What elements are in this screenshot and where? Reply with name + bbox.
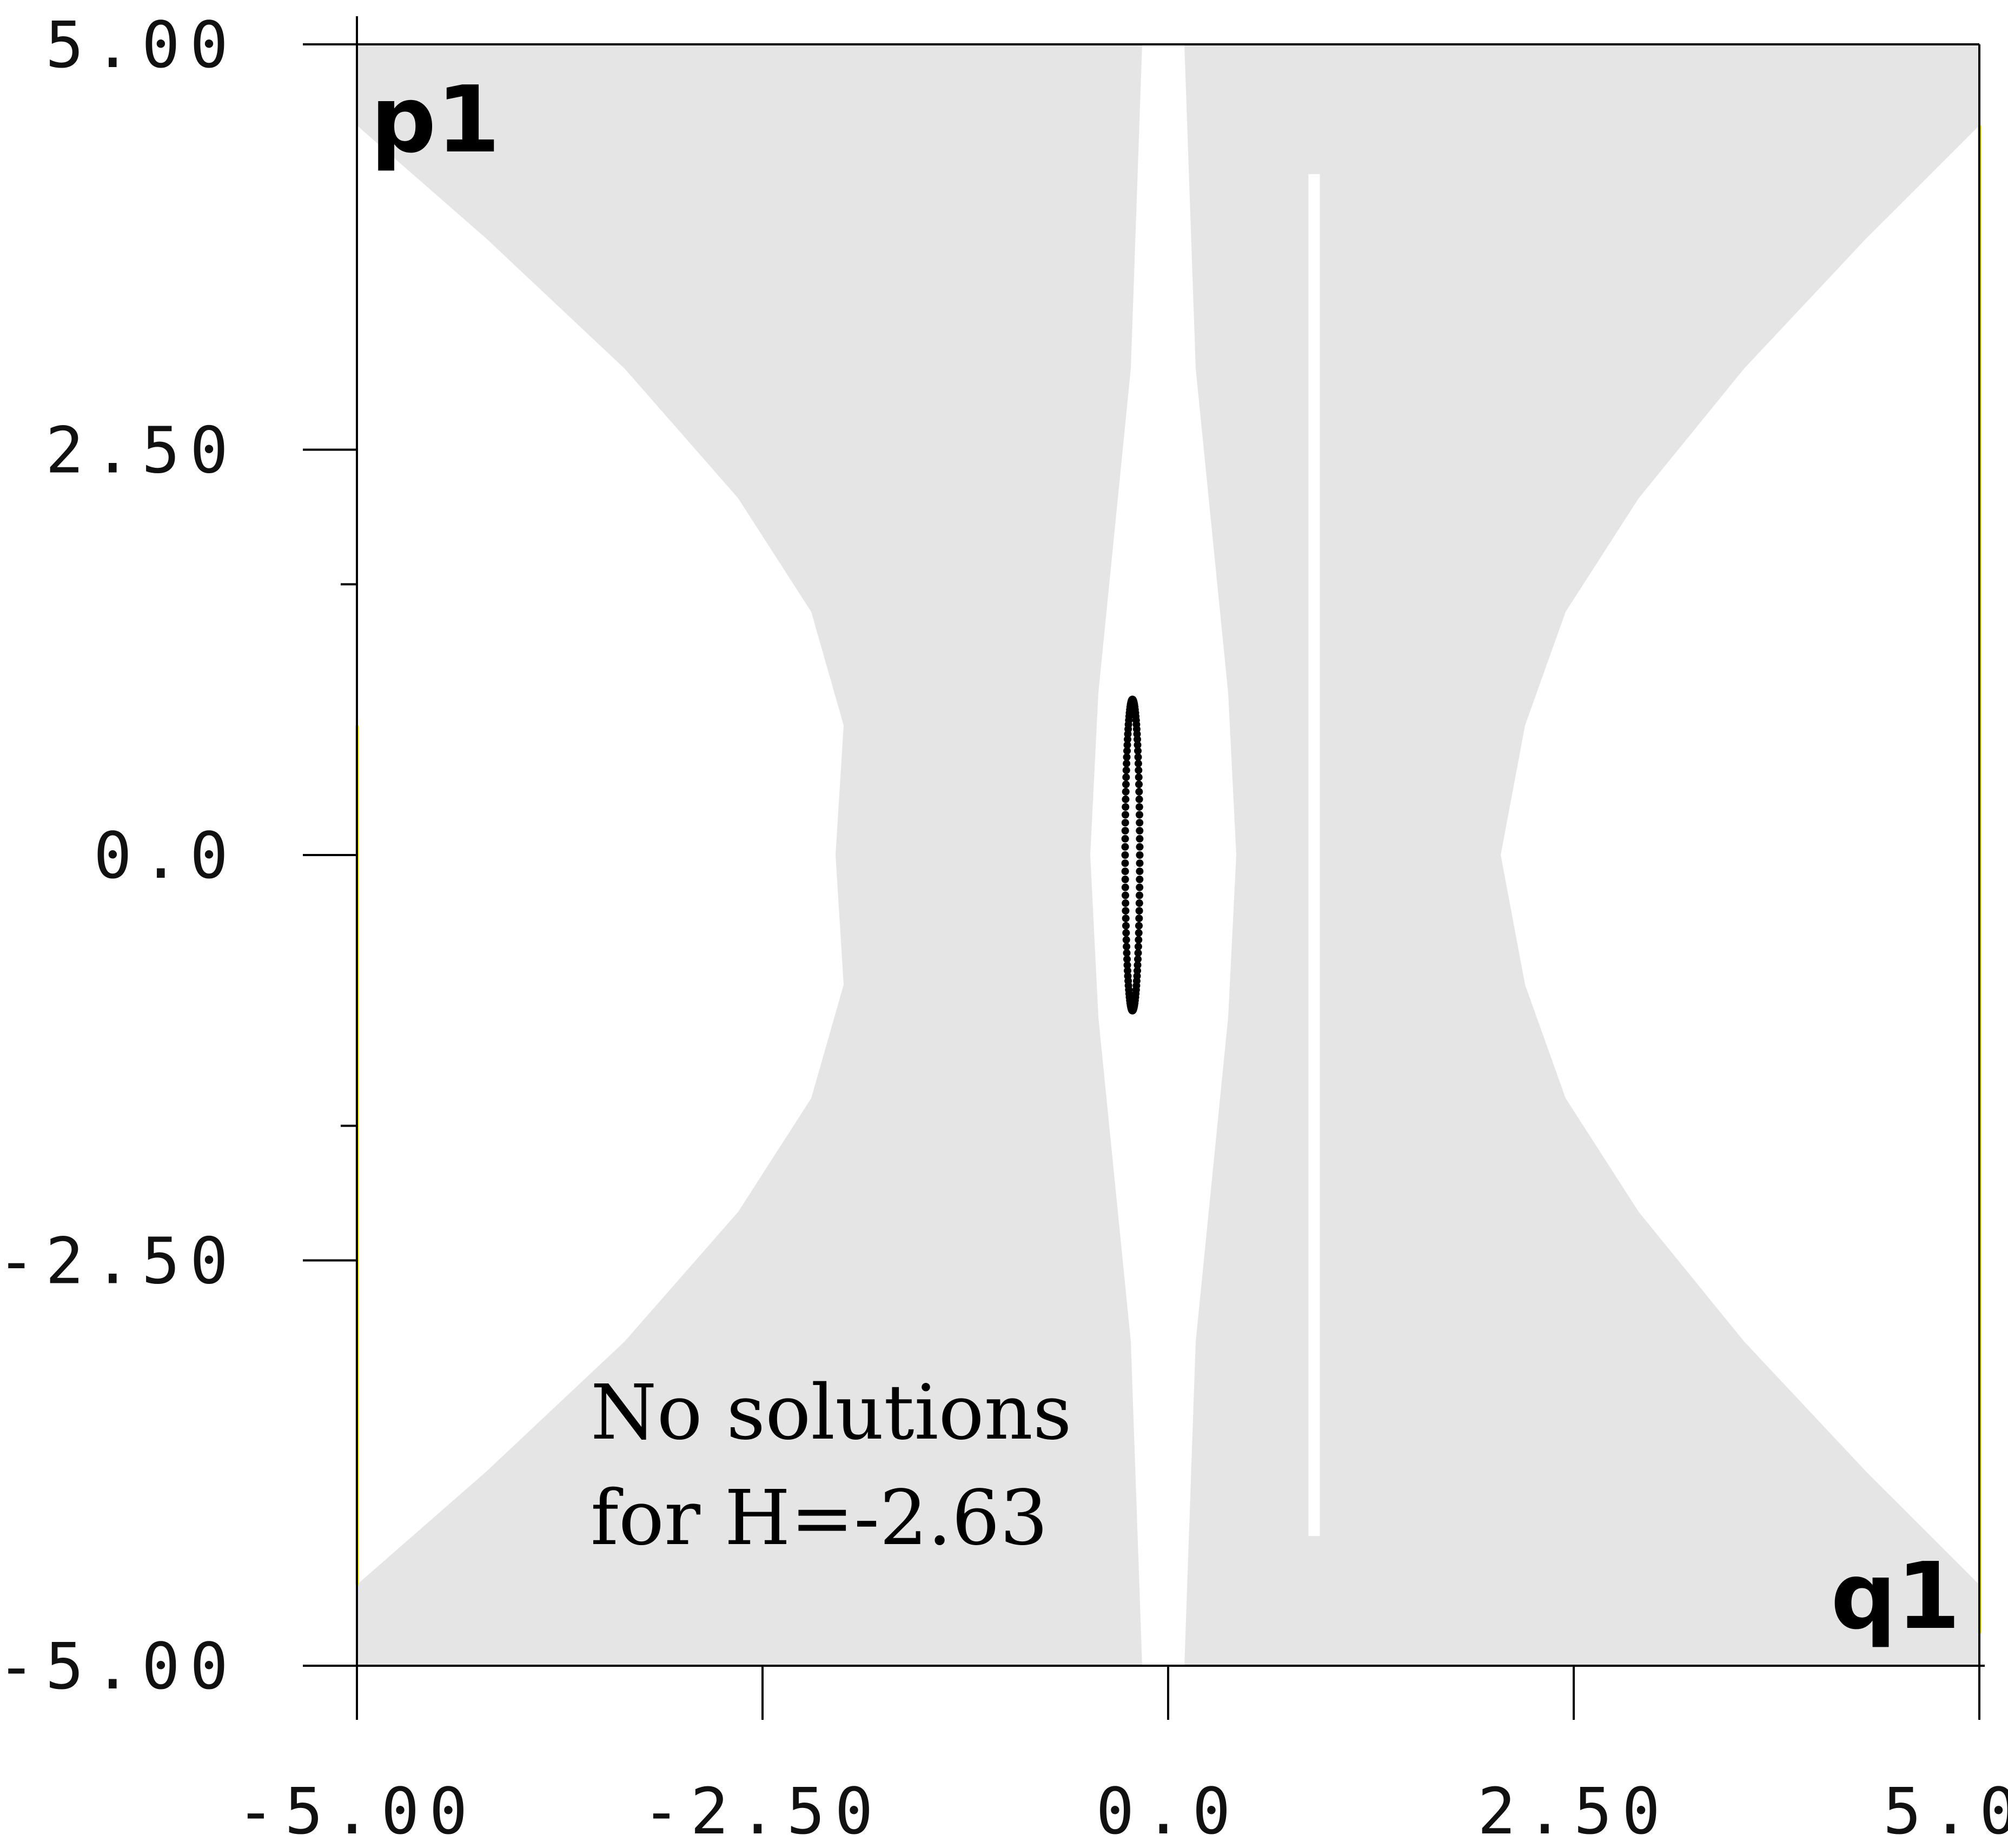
- central-allowed-region: [1090, 44, 1236, 1666]
- orbit-point: [1134, 759, 1142, 767]
- orbit-point: [1123, 747, 1131, 755]
- x-axis-ticks: -5.00 -2.50 0.0 2.50 5.00: [236, 1666, 2008, 1848]
- left-allowed-region: [357, 125, 844, 1585]
- axes: [303, 16, 1985, 1720]
- orbit-point: [1135, 929, 1143, 937]
- orbit-point: [1123, 949, 1131, 957]
- orbit-point: [1122, 766, 1130, 774]
- y-axis-ticks: 5.00 2.50 0.0 -2.50 -5.00: [0, 8, 357, 1704]
- x-tick-label: 5.00: [1883, 1774, 2008, 1848]
- orbit-point: [1121, 859, 1129, 867]
- x-tick-label: -5.00: [236, 1774, 477, 1848]
- orbit-point: [1135, 773, 1143, 781]
- orbit-point: [1136, 851, 1144, 859]
- orbit-point: [1121, 876, 1129, 883]
- y-tick-label: 2.50: [45, 413, 238, 488]
- orbit-point: [1134, 943, 1142, 951]
- orbit-point: [1122, 773, 1130, 781]
- x-tick-label: -2.50: [642, 1774, 883, 1848]
- y-tick-label: 5.00: [45, 8, 238, 82]
- right-allowed-region: [1501, 125, 1979, 1585]
- orbit-point: [1122, 907, 1130, 915]
- orbit-point: [1136, 827, 1144, 834]
- orbit-point: [1121, 834, 1129, 843]
- orbit-point: [1136, 859, 1144, 867]
- orbit-point: [1134, 966, 1141, 975]
- orbit-point: [1123, 753, 1131, 761]
- orbit-point: [1121, 827, 1129, 834]
- plot-area: [355, 44, 1981, 1666]
- orbit-point: [1134, 949, 1142, 957]
- orbit-point: [1122, 929, 1130, 937]
- orbit-point: [1123, 955, 1131, 963]
- orbit-point: [1134, 955, 1142, 963]
- orbit-point: [1121, 843, 1129, 851]
- orbit-point: [1135, 795, 1143, 803]
- orbit-point: [1122, 891, 1129, 899]
- orbit-point: [1136, 883, 1144, 891]
- orbit-point: [1122, 915, 1130, 923]
- orbit-point: [1123, 759, 1131, 767]
- orbit-point: [1136, 819, 1144, 827]
- orbit-point: [1135, 766, 1143, 774]
- orbit-point: [1123, 943, 1131, 951]
- orbit-series: [1121, 696, 1144, 1015]
- orbit-point: [1136, 867, 1144, 876]
- y-tick-label: -5.00: [0, 1629, 238, 1704]
- orbit-point: [1123, 961, 1131, 969]
- annotation-line-2: for H=-2.63: [591, 1474, 1048, 1562]
- orbit-point: [1136, 876, 1144, 883]
- orbit-point: [1136, 811, 1143, 819]
- orbit-point: [1134, 753, 1142, 761]
- annotation-line-1: No solutions: [591, 1369, 1072, 1457]
- orbit-point: [1121, 851, 1129, 859]
- orbit-point: [1135, 803, 1143, 811]
- orbit-point: [1135, 922, 1143, 930]
- orbit-point: [1122, 780, 1130, 789]
- y-axis-label: p1: [370, 67, 500, 174]
- orbit-point: [1136, 891, 1143, 899]
- orbit-point: [1134, 961, 1142, 969]
- vertical-allowed-strip: [1308, 174, 1320, 1536]
- orbit-point: [1134, 747, 1142, 755]
- orbit-point: [1121, 819, 1129, 827]
- orbit-point: [1135, 899, 1143, 907]
- y-tick-label: -2.50: [0, 1224, 238, 1299]
- orbit-point: [1122, 922, 1130, 930]
- orbit-point: [1121, 883, 1129, 891]
- y-tick-label: 0.0: [94, 818, 238, 893]
- orbit-point: [1135, 907, 1143, 915]
- orbit-point: [1135, 936, 1143, 944]
- orbit-point: [1123, 741, 1131, 749]
- orbit-point: [1134, 741, 1142, 749]
- orbit-point: [1135, 787, 1143, 796]
- orbit-point: [1122, 795, 1130, 803]
- x-tick-label: 0.0: [1096, 1774, 1240, 1848]
- orbit-point: [1124, 736, 1131, 744]
- orbit-point: [1122, 936, 1130, 944]
- orbit-point: [1122, 787, 1130, 796]
- orbit-point: [1122, 811, 1129, 819]
- x-tick-label: 2.50: [1477, 1774, 1670, 1848]
- x-axis-label: q1: [1831, 1543, 1960, 1650]
- orbit-point: [1122, 899, 1130, 907]
- orbit-point: [1135, 780, 1143, 789]
- orbit-point: [1122, 803, 1130, 811]
- orbit-point: [1135, 915, 1143, 923]
- orbit-point: [1136, 843, 1144, 851]
- orbit-point: [1121, 867, 1129, 876]
- orbit-point: [1136, 834, 1144, 843]
